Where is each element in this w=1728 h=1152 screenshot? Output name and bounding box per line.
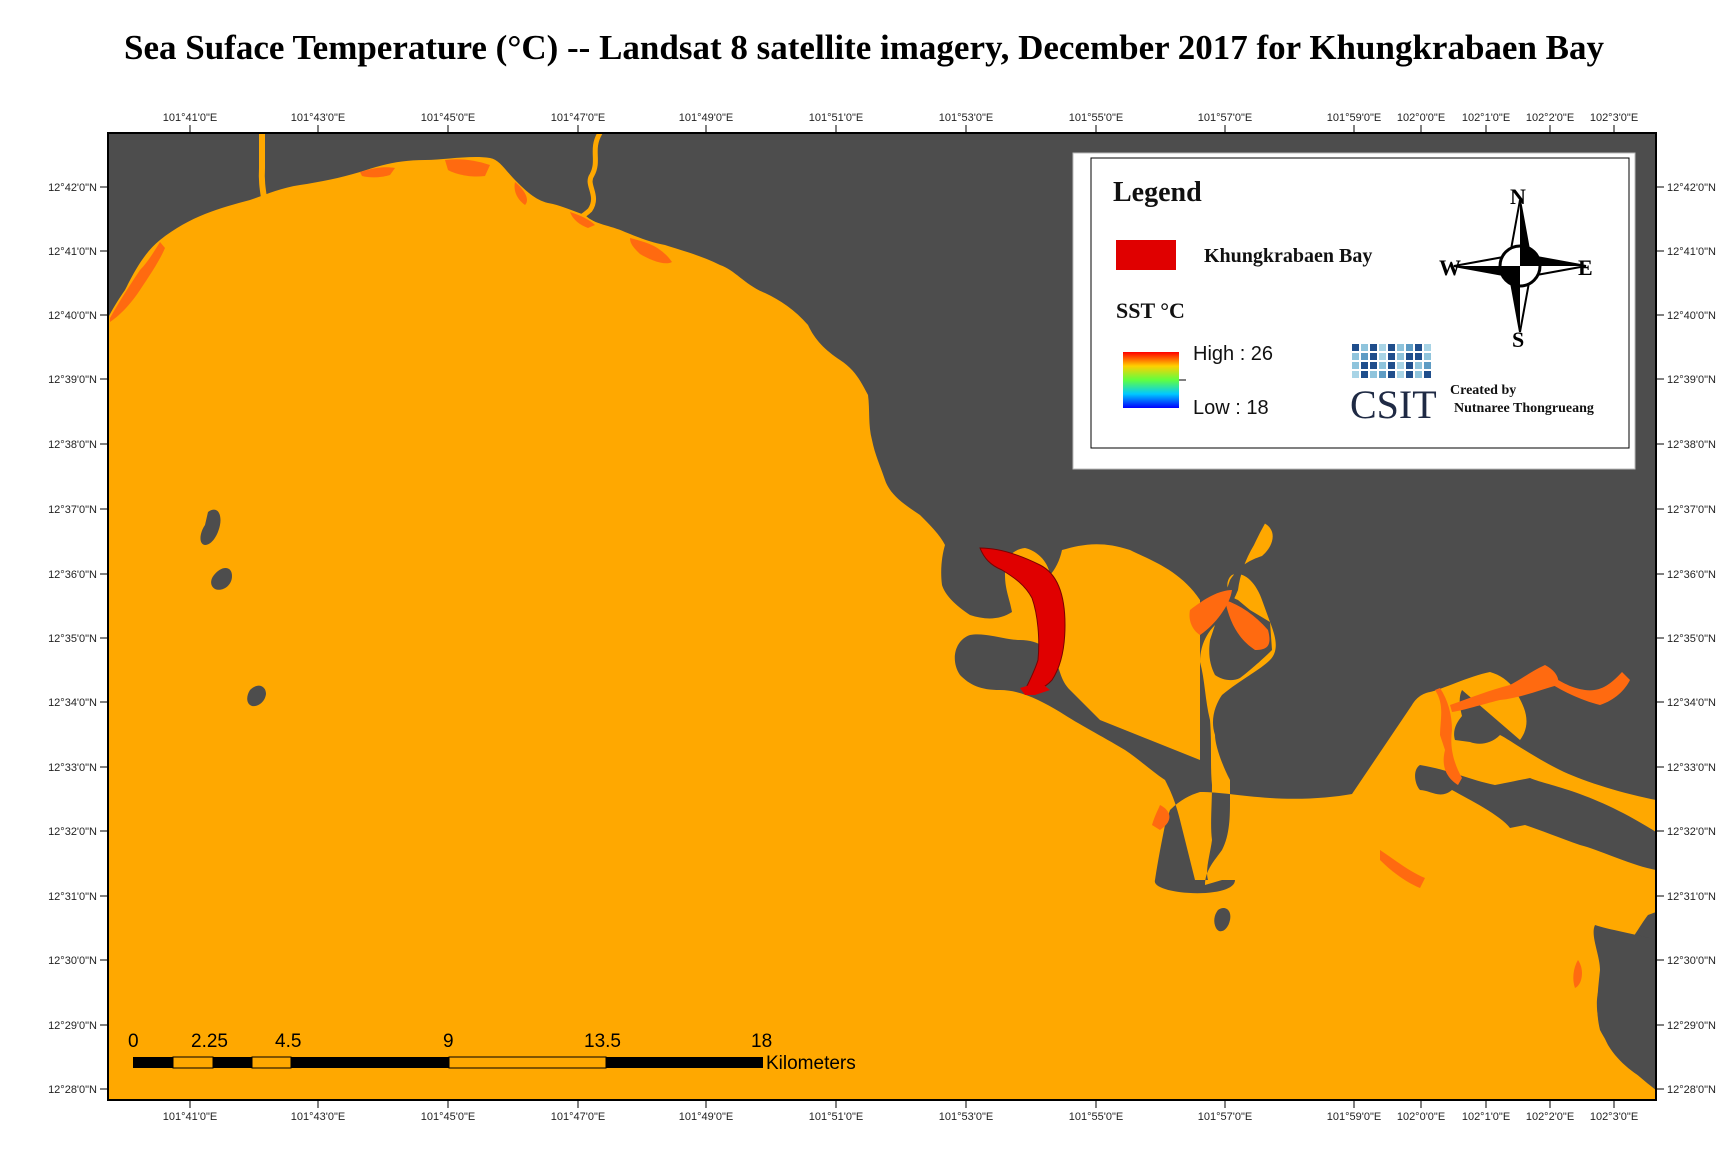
legend-high-label: High : 26 — [1193, 343, 1273, 365]
latitude-label: 12°34'0"N — [1667, 697, 1716, 709]
map-title: Sea Suface Temperature (°C) -- Landsat 8… — [124, 28, 1604, 67]
latitude-label: 12°39'0"N — [48, 374, 97, 386]
scale-label-5: 18 — [751, 1031, 772, 1052]
compass-w-label: W — [1439, 255, 1461, 280]
compass-e-label: E — [1578, 255, 1593, 280]
longitude-label: 101°55'0"E — [1069, 1111, 1123, 1123]
latitude-label: 12°37'0"N — [48, 504, 97, 516]
longitude-labels-bottom: 101°41'0"E 101°43'0"E 101°45'0"E 101°47'0"E… — [163, 1100, 1638, 1123]
island-middle — [211, 567, 232, 590]
csit-logo-text: CSIT — [1350, 382, 1437, 427]
legend-bay-swatch — [1116, 240, 1176, 270]
longitude-label: 101°45'0"E — [421, 1111, 475, 1123]
latitude-label: 12°34'0"N — [48, 697, 97, 709]
scale-unit: Kilometers — [766, 1053, 856, 1074]
latitude-label: 12°37'0"N — [1667, 504, 1716, 516]
longitude-label: 101°59'0"E — [1327, 112, 1381, 124]
latitude-label: 12°32'0"N — [1667, 826, 1716, 838]
latitude-labels-left: 12°42'0"N 12°41'0"N 12°40'0"N 12°39'0"N 12°3… — [48, 182, 108, 1096]
longitude-label: 101°51'0"E — [809, 1111, 863, 1123]
latitude-label: 12°41'0"N — [1667, 246, 1716, 258]
scale-label-1: 2.25 — [191, 1031, 228, 1052]
compass-s-label: S — [1512, 327, 1524, 352]
longitude-label: 101°47'0"E — [551, 1111, 605, 1123]
longitude-label: 102°0'0"E — [1397, 1111, 1445, 1123]
map-frame — [107, 132, 1657, 1101]
longitude-label: 101°47'0"E — [551, 112, 605, 124]
latitude-label: 12°35'0"N — [1667, 633, 1716, 645]
legend-low-label: Low : 18 — [1193, 397, 1269, 419]
latitude-label: 12°36'0"N — [1667, 569, 1716, 581]
longitude-label: 102°1'0"E — [1462, 1111, 1510, 1123]
longitude-label: 102°3'0"E — [1590, 112, 1638, 124]
island-south — [247, 685, 266, 707]
credit-line-1: Created by — [1450, 383, 1516, 398]
warm-patches — [110, 159, 1630, 988]
latitude-label: 12°29'0"N — [48, 1020, 97, 1032]
longitude-label: 101°53'0"E — [939, 112, 993, 124]
latitude-label: 12°40'0"N — [48, 310, 97, 322]
longitude-label: 101°43'0"E — [291, 112, 345, 124]
longitude-label: 101°45'0"E — [421, 112, 475, 124]
latitude-label: 12°28'0"N — [48, 1084, 97, 1096]
longitude-label: 102°0'0"E — [1397, 112, 1445, 124]
latitude-label: 12°29'0"N — [1667, 1020, 1716, 1032]
river-north — [577, 133, 603, 222]
south-headland — [1593, 925, 1656, 1090]
longitude-label: 102°3'0"E — [1590, 1111, 1638, 1123]
credit-line-2: Nutnaree Thongrueang — [1454, 401, 1594, 416]
latitude-label: 12°32'0"N — [48, 826, 97, 838]
scale-label-4: 13.5 — [584, 1031, 621, 1052]
longitude-label: 101°51'0"E — [809, 112, 863, 124]
latitude-label: 12°31'0"N — [48, 891, 97, 903]
island-north — [200, 509, 221, 545]
legend-panel: Legend Khungkrabaen Bay SST °C High : 26… — [1072, 152, 1636, 470]
latitude-label: 12°30'0"N — [1667, 955, 1716, 967]
latitude-label: 12°36'0"N — [48, 569, 97, 581]
scale-bar: 0 2.25 4.5 9 13.5 18 Kilometers — [128, 1031, 856, 1074]
longitude-label: 101°49'0"E — [679, 1111, 733, 1123]
latitude-labels-right: 12°42'0"N 12°41'0"N 12°40'0"N 12°39'0"N 12°3… — [1656, 182, 1716, 1096]
scale-label-0: 0 — [128, 1031, 139, 1052]
compass-n-label: N — [1510, 184, 1526, 209]
legend-title: Legend — [1113, 177, 1202, 208]
legend-color-ramp — [1123, 352, 1179, 408]
longitude-label: 101°41'0"E — [163, 1111, 217, 1123]
bay-inlet — [1020, 682, 1050, 695]
latitude-label: 12°35'0"N — [48, 633, 97, 645]
latitude-label: 12°28'0"N — [1667, 1084, 1716, 1096]
longitude-label: 101°41'0"E — [163, 112, 217, 124]
latitude-label: 12°42'0"N — [48, 182, 97, 194]
latitude-label: 12°30'0"N — [48, 955, 97, 967]
longitude-label: 101°53'0"E — [939, 1111, 993, 1123]
island-river-mouth — [1214, 908, 1231, 932]
latitude-label: 12°40'0"N — [1667, 310, 1716, 322]
latitude-label: 12°33'0"N — [48, 762, 97, 774]
longitude-label: 102°2'0"E — [1526, 112, 1574, 124]
longitude-label: 101°49'0"E — [679, 112, 733, 124]
longitude-labels-top: 101°41'0"E 101°43'0"E 101°45'0"E 101°47'0"E… — [163, 112, 1638, 133]
legend-bay-label: Khungkrabaen Bay — [1204, 245, 1372, 267]
csit-logo — [1352, 344, 1431, 378]
legend-sst-heading: SST °C — [1116, 298, 1185, 323]
longitude-label: 101°59'0"E — [1327, 1111, 1381, 1123]
latitude-label: 12°39'0"N — [1667, 374, 1716, 386]
longitude-label: 101°57'0"E — [1198, 1111, 1252, 1123]
longitude-label: 102°1'0"E — [1462, 112, 1510, 124]
latitude-label: 12°38'0"N — [48, 439, 97, 451]
longitude-label: 101°57'0"E — [1198, 112, 1252, 124]
latitude-label: 12°42'0"N — [1667, 182, 1716, 194]
scale-label-3: 9 — [443, 1031, 454, 1052]
latitude-label: 12°41'0"N — [48, 246, 97, 258]
longitude-label: 102°2'0"E — [1526, 1111, 1574, 1123]
latitude-label: 12°33'0"N — [1667, 762, 1716, 774]
river-west — [258, 133, 268, 206]
scale-label-2: 4.5 — [275, 1031, 301, 1052]
longitude-label: 101°55'0"E — [1069, 112, 1123, 124]
compass-rose: N S E W — [1439, 184, 1593, 352]
latitude-label: 12°38'0"N — [1667, 439, 1716, 451]
latitude-label: 12°31'0"N — [1667, 891, 1716, 903]
longitude-label: 101°43'0"E — [291, 1111, 345, 1123]
